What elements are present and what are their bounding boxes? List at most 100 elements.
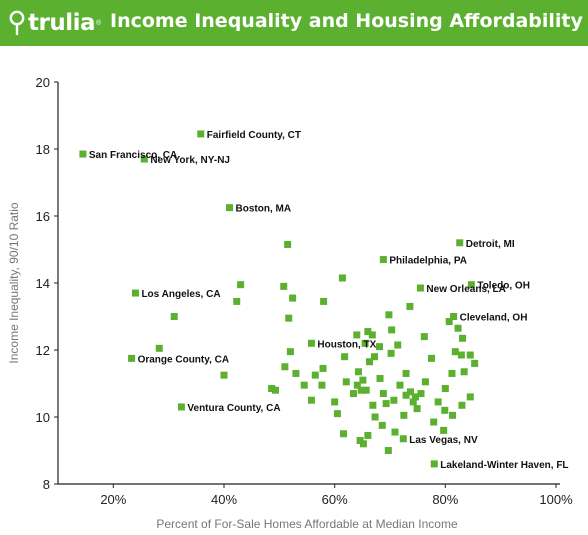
trademark-symbol: ® (96, 19, 102, 27)
data-point (428, 354, 435, 362)
x-axis-ticks: 20% 40% 60% 80% 100% (100, 484, 573, 507)
labeled-data-point (226, 204, 234, 212)
point-label: Orange County, CA (138, 354, 229, 365)
data-point (430, 418, 438, 426)
labeled-data-point (131, 289, 139, 297)
data-point (341, 353, 349, 361)
header-bar: trulia ® Income Inequality and Housing A… (0, 0, 588, 46)
data-point (292, 369, 300, 377)
data-point (357, 386, 365, 394)
labeled-data-point (430, 460, 438, 468)
data-point (382, 400, 390, 408)
labeled-data-point (379, 256, 387, 264)
y-tick-label: 12 (36, 343, 50, 358)
data-point (458, 401, 466, 409)
data-point (406, 302, 414, 310)
data-point (362, 386, 370, 394)
data-point (406, 388, 414, 396)
data-point (359, 376, 367, 384)
data-point (371, 413, 379, 421)
labeled-data-point (197, 130, 205, 138)
scatter-chart: 20% 40% 60% 80% 100% 8 10 12 14 16 18 20 San Franc… (7, 75, 573, 531)
y-axis-title: Income Inequality, 90/10 Ratio (7, 202, 21, 364)
data-point (378, 421, 386, 429)
data-point (387, 349, 395, 357)
data-point (385, 311, 393, 319)
point-label: Cleveland, OH (460, 313, 528, 324)
labeled-data-point (79, 150, 87, 158)
data-point (170, 313, 178, 320)
data-point (319, 364, 327, 372)
y-tick-label: 8 (43, 477, 50, 492)
data-point (388, 326, 396, 334)
data-point (375, 343, 383, 351)
data-point (440, 426, 448, 434)
brand-name: trulia (28, 10, 96, 36)
location-pin-icon (9, 10, 25, 35)
data-point (340, 430, 348, 438)
data-point (353, 381, 361, 389)
point-label: New York, NY-NJ (150, 155, 230, 166)
data-point (402, 391, 410, 399)
labeled-data-point (467, 281, 475, 289)
y-axis-ticks: 8 10 12 14 16 18 20 (36, 75, 58, 492)
data-point (451, 348, 459, 356)
y-tick-label: 10 (36, 410, 50, 425)
data-point (471, 359, 479, 367)
labeled-data-point (128, 354, 136, 362)
y-tick-label: 16 (36, 209, 50, 224)
data-point (368, 331, 376, 339)
labeled-data-point (177, 403, 185, 411)
point-label: San Francisco, CA (89, 150, 177, 161)
data-point (454, 324, 462, 332)
point-label: Houston, TX (317, 339, 376, 350)
data-point (359, 440, 367, 448)
data-point (318, 381, 326, 389)
data-point (364, 431, 372, 439)
x-tick-label: 80% (432, 492, 458, 507)
data-point (300, 381, 308, 389)
data-point (320, 297, 328, 305)
data-point (281, 363, 289, 371)
data-point (441, 385, 449, 393)
data-point (457, 351, 465, 359)
point-label: Ventura County, CA (187, 403, 280, 414)
data-point (376, 374, 384, 382)
data-point (466, 351, 474, 359)
x-tick-label: 100% (539, 492, 573, 507)
data-point (289, 294, 297, 302)
y-tick-label: 14 (36, 276, 50, 291)
page-title: Income Inequality and Housing Affordabil… (110, 10, 583, 32)
data-point (349, 390, 357, 398)
data-point (394, 341, 402, 349)
data-point (411, 393, 419, 401)
data-point (342, 378, 350, 386)
data-point (331, 398, 339, 406)
point-label: Lakeland-Winter Haven, FL (440, 460, 568, 471)
data-point (460, 368, 468, 376)
x-axis-title: Percent of For-Sale Homes Affordable at … (156, 517, 458, 531)
labeled-data-point (399, 435, 407, 443)
data-point (445, 318, 453, 326)
data-point (391, 428, 399, 436)
data-point (307, 396, 315, 404)
data-point (448, 369, 456, 377)
data-points (79, 130, 479, 468)
data-point (333, 410, 341, 418)
x-tick-label: 60% (322, 492, 348, 507)
data-point (155, 344, 163, 352)
data-point (361, 339, 369, 347)
trulia-logo[interactable]: trulia ® (8, 8, 101, 38)
data-point (458, 334, 466, 342)
data-point (338, 274, 346, 282)
data-point (409, 398, 417, 406)
data-point (366, 358, 374, 366)
labeled-data-point (307, 339, 315, 347)
y-tick-label: 18 (36, 142, 50, 157)
point-label: Los Angeles, CA (141, 289, 220, 300)
data-point (311, 371, 319, 379)
data-point (466, 393, 474, 401)
data-point (271, 386, 279, 394)
data-point (441, 406, 449, 414)
data-point (371, 353, 379, 361)
